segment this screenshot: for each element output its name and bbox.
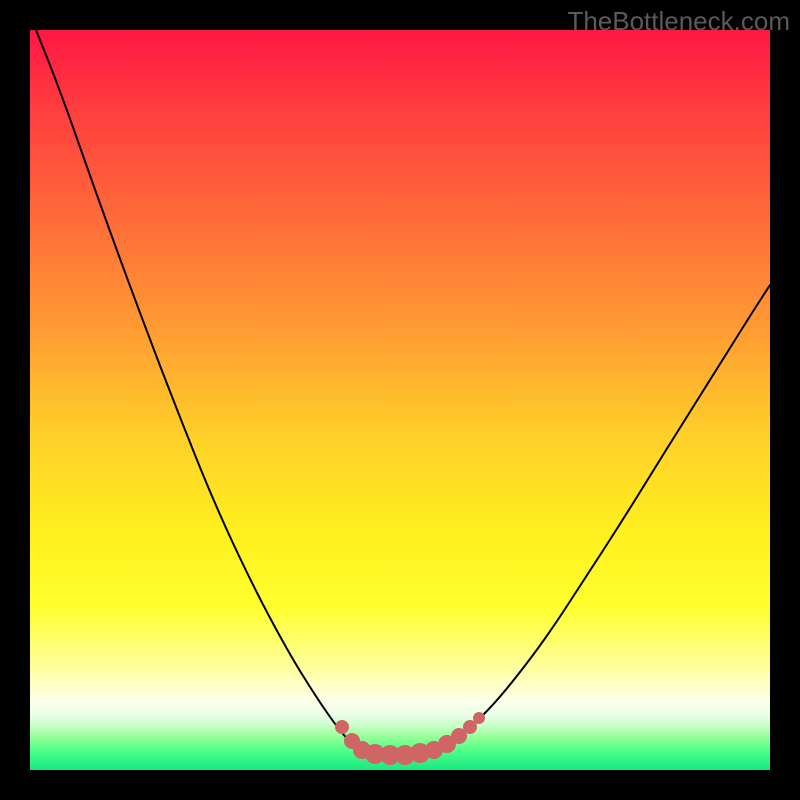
bottleneck-marker [473, 712, 485, 724]
watermark-text: TheBottleneck.com [567, 6, 790, 37]
bottleneck-marker [335, 720, 349, 734]
bottleneck-chart [0, 0, 800, 800]
gradient-background [30, 30, 770, 770]
chart-frame [30, 30, 770, 770]
